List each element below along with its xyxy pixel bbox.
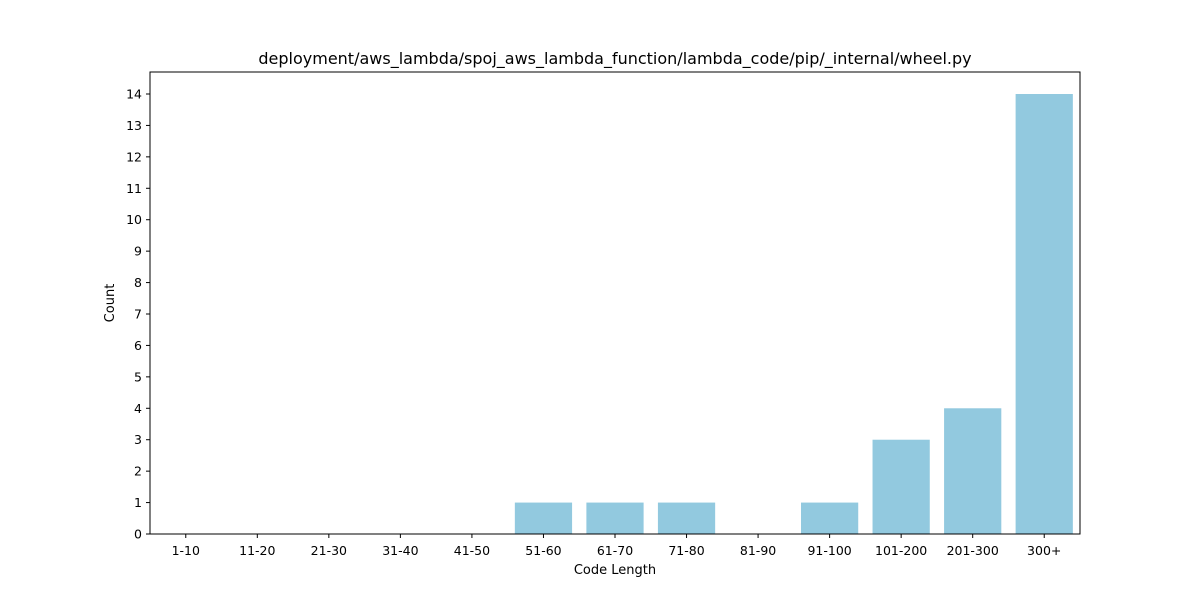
y-tick-label: 4 — [134, 401, 142, 416]
y-tick-label: 2 — [134, 464, 142, 479]
x-tick-label: 81-90 — [740, 543, 776, 558]
y-tick-label: 1 — [134, 495, 142, 510]
bars-group — [514, 94, 1073, 534]
y-tick-label: 5 — [134, 369, 142, 384]
x-tick-label: 91-100 — [807, 543, 851, 558]
x-tick-label: 101-200 — [875, 543, 927, 558]
x-tick-label: 71-80 — [668, 543, 704, 558]
x-tick-label: 41-50 — [454, 543, 490, 558]
x-tick-label: 1-10 — [172, 543, 200, 558]
y-tick-label: 0 — [134, 527, 142, 542]
x-tick-label: 11-20 — [239, 543, 275, 558]
x-tick-label: 31-40 — [382, 543, 418, 558]
x-tick-label: 61-70 — [597, 543, 633, 558]
bar-91-100 — [801, 502, 859, 534]
x-axis-label: Code Length — [574, 563, 656, 578]
y-tick-label: 13 — [126, 118, 142, 133]
y-tick-label: 10 — [126, 212, 142, 227]
x-tick-label: 201-300 — [947, 543, 999, 558]
chart-title: deployment/aws_lambda/spoj_aws_lambda_fu… — [258, 49, 971, 69]
x-tick-label: 51-60 — [525, 543, 561, 558]
y-tick-label: 12 — [126, 149, 142, 164]
bar-101-200 — [872, 439, 930, 534]
bar-71-80 — [657, 502, 716, 534]
y-tick-label: 7 — [134, 307, 142, 322]
x-tick-label: 21-30 — [311, 543, 347, 558]
y-axis-label: Count — [103, 284, 118, 323]
y-tick-label: 9 — [134, 244, 142, 259]
bar-201-300 — [944, 408, 1002, 534]
y-tick-label: 3 — [134, 432, 142, 447]
y-tick-label: 6 — [134, 338, 142, 353]
bar-300+ — [1015, 94, 1073, 534]
y-tick-label: 11 — [126, 181, 142, 196]
plot-frame — [149, 71, 1081, 535]
y-tick-label: 14 — [126, 87, 142, 102]
bar-61-70 — [586, 502, 644, 534]
x-tick-label: 300+ — [1027, 543, 1061, 558]
bar-51-60 — [514, 502, 573, 534]
y-tick-label: 8 — [134, 275, 142, 290]
x-axis: 1-10 11-20 21-30 31-40 41-50 51-60 61-70 71-80 8… — [172, 534, 1061, 558]
